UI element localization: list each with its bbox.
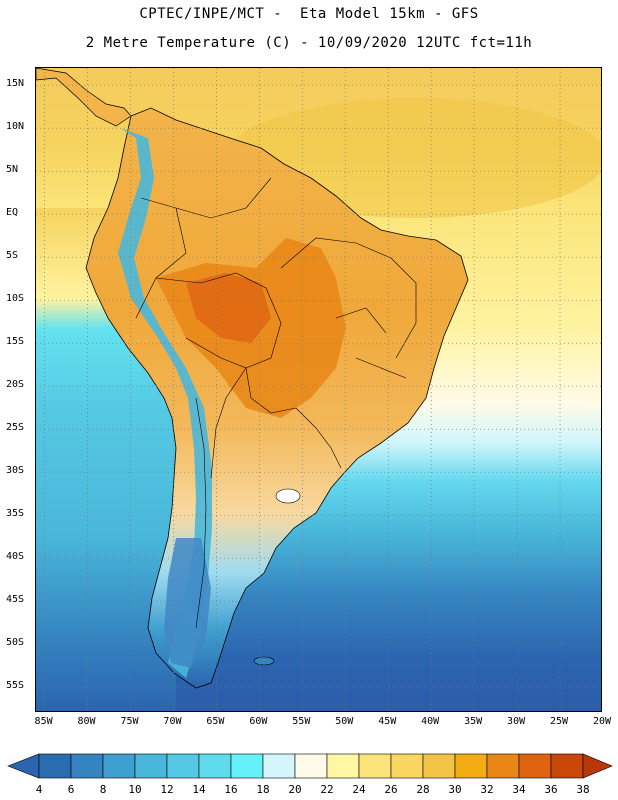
colorbar-segment [134, 753, 168, 779]
colorbar-tick-label: 34 [512, 783, 526, 796]
colorbar-segment [518, 753, 552, 779]
colorbar-segment [230, 753, 264, 779]
colorbar-tick-label: 26 [384, 783, 398, 796]
lat-tick-label: EQ [6, 207, 19, 219]
map-title-line-2: 2 Metre Temperature (C) - 10/09/2020 12U… [85, 35, 533, 51]
colorbar-segment [102, 753, 136, 779]
colorbar-tick-label: 22 [320, 783, 334, 796]
colorbar-tick-label: 28 [416, 783, 430, 796]
malvinas-islands [253, 656, 275, 666]
colorbar-segment [294, 753, 328, 779]
lon-tick-label: 40W [421, 716, 440, 727]
central-america-land [36, 68, 132, 127]
colorbar-segment [454, 753, 488, 779]
colorbar-segment [70, 753, 104, 779]
map-title-line-1: CPTEC/INPE/MCT - Eta Model 15km - GFS [139, 6, 479, 22]
colorbar-tick-label: 4 [35, 783, 43, 796]
lat-tick-label: 35S [6, 508, 25, 520]
temperature-map [35, 67, 602, 712]
lon-tick-label: 75W [120, 716, 139, 727]
lon-tick-label: 35W [464, 716, 483, 727]
lon-tick-label: 85W [34, 716, 53, 727]
lat-tick-label: 40S [6, 551, 25, 563]
lat-tick-label: 15S [6, 336, 25, 348]
colorbar-tick-label: 32 [480, 783, 494, 796]
lon-tick-label: 20W [592, 716, 612, 727]
bolivia-hot-field [186, 273, 271, 343]
colorbar-tick-label: 16 [224, 783, 238, 796]
lon-tick-label: 55W [292, 716, 311, 727]
lon-tick-label: 70W [163, 716, 182, 727]
colorbar-tick-label: 14 [192, 783, 206, 796]
colorbar-right-extension [582, 753, 613, 779]
colorbar-segment [486, 753, 520, 779]
temperature-map-canvas [36, 68, 601, 711]
lagoa-dos-patos [275, 488, 301, 504]
lon-tick-label: 45W [378, 716, 397, 727]
colorbar-segment [262, 753, 296, 779]
colorbar-tick-label: 20 [288, 783, 302, 796]
lon-tick-label: 60W [249, 716, 268, 727]
colorbar-tick-label: 24 [352, 783, 366, 796]
colorbar-tick-label: 36 [544, 783, 558, 796]
colorbar-segment [422, 753, 456, 779]
lat-tick-label: 25S [6, 422, 25, 434]
lon-tick-label: 65W [206, 716, 225, 727]
colorbar-tick-label: 8 [99, 783, 107, 796]
lat-tick-label: 15N [6, 78, 25, 90]
temperature-colorbar [7, 753, 613, 779]
lon-tick-label: 30W [507, 716, 526, 727]
patagonia-cold-field [164, 538, 211, 668]
lat-tick-label: 45S [6, 594, 25, 606]
colorbar-tick-label: 12 [160, 783, 174, 796]
lat-tick-label: 30S [6, 465, 25, 477]
lon-tick-label: 50W [335, 716, 354, 727]
lon-tick-label: 25W [550, 716, 569, 727]
colorbar-segment [358, 753, 392, 779]
colorbar-tick-label: 6 [67, 783, 75, 796]
lat-tick-label: 50S [6, 637, 25, 649]
colorbar-tick-label: 18 [256, 783, 270, 796]
colorbar-tick-label: 30 [448, 783, 462, 796]
colorbar-segment [550, 753, 584, 779]
colorbar-segment [166, 753, 200, 779]
lat-tick-label: 10S [6, 293, 25, 305]
lat-lon-grid [36, 68, 601, 711]
lat-tick-label: 5N [6, 164, 19, 176]
colorbar-segment [326, 753, 360, 779]
colorbar-segment [390, 753, 424, 779]
lat-tick-label: 55S [6, 680, 25, 692]
colorbar-segment [38, 753, 72, 779]
lat-tick-label: 20S [6, 379, 25, 391]
lon-tick-label: 80W [77, 716, 96, 727]
colorbar-tick-label: 10 [128, 783, 142, 796]
colorbar-tick-label: 38 [576, 783, 590, 796]
lat-tick-label: 5S [6, 250, 19, 262]
country-borders [135, 177, 417, 629]
colorbar-segment [198, 753, 232, 779]
andes-cold-field [118, 128, 212, 678]
colorbar-left-extension [7, 753, 40, 779]
lat-tick-label: 10N [6, 121, 25, 133]
